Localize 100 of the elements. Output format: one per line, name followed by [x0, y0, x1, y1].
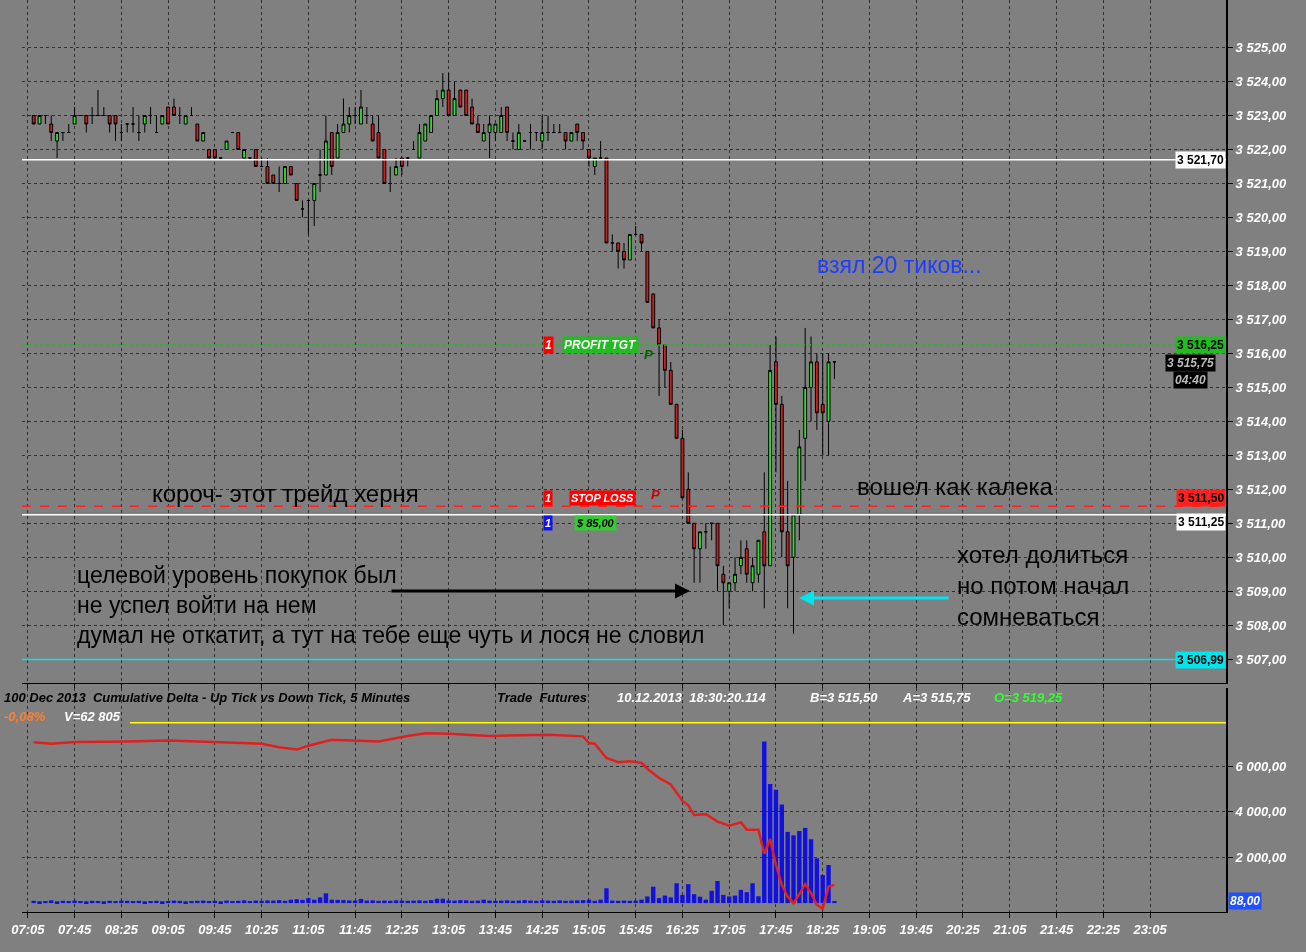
candlestick: [148, 106, 153, 125]
bar: [241, 900, 247, 904]
candlestick: [236, 132, 241, 151]
candlestick: [616, 242, 621, 269]
candlestick: [779, 395, 784, 558]
candlestick: [528, 123, 533, 151]
candlestick: [540, 115, 545, 151]
y-tick-label: 3 508,00: [1235, 617, 1287, 633]
candlestick: [622, 242, 626, 269]
y-tick-label: 3 525,00: [1235, 40, 1287, 56]
candlestick: [803, 327, 808, 482]
candlestick: [511, 132, 515, 151]
x-tick-label: 21:05: [992, 921, 1028, 937]
bar: [504, 900, 510, 904]
y-tick-label: 3 511,00: [1235, 515, 1287, 531]
candlestick: [727, 582, 732, 609]
bar: [691, 894, 697, 904]
candlestick: [90, 106, 95, 125]
x-tick-label: 23:05: [1132, 921, 1168, 937]
candlestick: [312, 182, 317, 227]
annotation: P: [644, 347, 653, 362]
annotation: взял 20 тиков...: [817, 252, 982, 278]
candlestick: [364, 106, 369, 125]
candlestick: [119, 123, 124, 142]
candlestick: [277, 166, 282, 193]
bar: [317, 897, 323, 904]
annotation: короч- этот трейд херня: [152, 480, 419, 507]
candlestick: [201, 132, 206, 142]
candlestick: [832, 361, 837, 380]
candlestick: [744, 539, 749, 584]
annotation: O=3 519,25: [994, 690, 1064, 705]
annotation: вошел как калека: [857, 473, 1054, 500]
candlestick: [587, 149, 591, 167]
x-tick-label: 19:05: [852, 921, 887, 937]
candlestick: [575, 123, 580, 142]
candlestick: [721, 565, 726, 626]
candlestick: [49, 115, 54, 142]
candlestick: [546, 115, 550, 142]
candlestick: [698, 531, 702, 584]
x-tick-label: 13:05: [432, 921, 467, 937]
candlestick: [797, 429, 802, 541]
annotation: 1: [545, 492, 552, 504]
bar: [738, 889, 744, 904]
annotation: 1: [545, 517, 552, 529]
y-tick-label: 6 000,00: [1235, 758, 1287, 774]
candlestick: [207, 149, 211, 159]
candlestick: [738, 539, 743, 575]
y-tick-label: 3 516,00: [1235, 345, 1287, 361]
candlestick: [733, 556, 737, 592]
candlestick: [703, 522, 708, 550]
candlestick: [592, 157, 597, 176]
candlestick: [283, 166, 287, 184]
candlestick: [160, 115, 165, 125]
annotation: 04:40: [1175, 373, 1207, 387]
y-tick-label: 3 515,00: [1235, 379, 1287, 395]
ref-line-label: 3 511,25: [1178, 515, 1225, 529]
line-series: [32, 731, 836, 911]
candlestick: [166, 106, 171, 125]
x-tick-label: 17:05: [712, 921, 747, 937]
x-tick-label: 07:05: [11, 921, 46, 937]
candlestick: [318, 149, 323, 193]
x-tick-label: 07:45: [57, 921, 92, 937]
x-tick-label: 12:25: [385, 921, 420, 937]
y-tick-label: 3 524,00: [1235, 74, 1287, 90]
candlestick: [177, 106, 182, 125]
candlestick: [294, 182, 299, 201]
candlestick: [242, 149, 247, 159]
candlestick: [359, 89, 363, 125]
candlestick: [645, 250, 650, 303]
annotation: хотел долиться но потом начал сомневаться: [957, 541, 1130, 631]
candlestick: [84, 115, 89, 134]
candlestick: [651, 293, 656, 329]
candlestick: [429, 115, 434, 134]
y-tick-label: 3 512,00: [1235, 481, 1287, 497]
x-tick-label: 10:25: [245, 921, 280, 937]
candlestick: [306, 199, 311, 235]
annotation: целевой уровень покупок был не успел войти на нем думал не откатит, а тут на тебе еще чуть и лося не словил: [77, 562, 705, 648]
y-tick-label: 3 523,00: [1235, 108, 1287, 124]
annotation: 100 Dec 2013 Cumulative Delta - Up Tick vs Down Tick, 5 Minutes: [4, 690, 411, 705]
annotation: A=3 515,75: [902, 690, 972, 705]
candlestick: [464, 89, 469, 117]
x-tick-label: 15:45: [619, 921, 654, 937]
candlestick: [172, 98, 176, 117]
candlestick: [353, 106, 358, 125]
y-tick-label: 3 509,00: [1235, 583, 1287, 599]
candlestick: [142, 115, 147, 134]
y-tick-label: 3 514,00: [1235, 413, 1287, 429]
candlestick: [136, 115, 141, 142]
x-tick-label: 21:45: [1038, 921, 1074, 937]
candlestick: [709, 522, 714, 541]
annotation: Trade Futures: [497, 690, 588, 705]
x-tick-label: 11:05: [292, 921, 326, 937]
x-tick-label: 09:45: [198, 921, 233, 937]
annotation: PROFIT TGT: [564, 338, 637, 352]
annotation: V=62 805: [64, 709, 121, 724]
candlestick: [183, 115, 188, 125]
annotation: $ 85,00: [576, 517, 615, 529]
candlestick: [388, 166, 393, 193]
y-tick-label: 3 521,00: [1235, 176, 1287, 192]
candlestick: [715, 522, 720, 592]
